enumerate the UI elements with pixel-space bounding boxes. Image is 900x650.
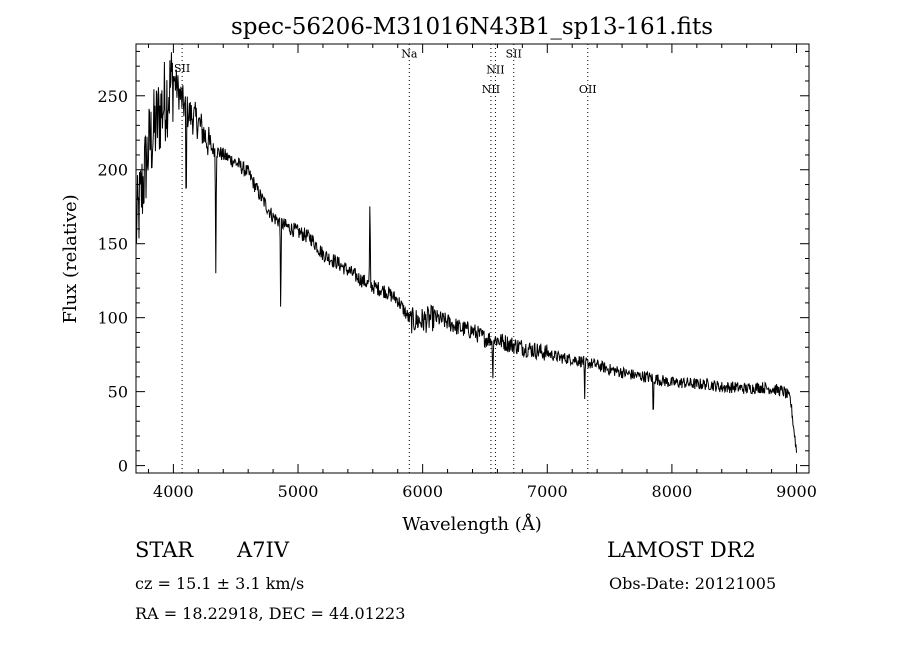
observation-date: Obs-Date: 20121005 <box>609 574 777 593</box>
spectral-line-markers: SII Na NII NII OII SII <box>174 44 597 473</box>
spectral-line-label: SII <box>174 62 190 75</box>
y-tick-label: 0 <box>118 457 128 476</box>
object-subclass: A7IV <box>237 538 289 562</box>
y-tick-label: 200 <box>97 161 128 180</box>
survey-name: LAMOST DR2 <box>607 538 756 562</box>
x-tick-label: 5000 <box>278 482 319 501</box>
spectral-line-label: NII <box>482 83 500 96</box>
spectral-line-label: NII <box>486 64 504 77</box>
y-tick-label: 50 <box>108 383 128 402</box>
spectral-line-label: Na <box>401 47 418 60</box>
spectrum-line <box>135 52 797 453</box>
y-tick-label: 150 <box>97 235 128 254</box>
object-class: STAR <box>135 538 194 562</box>
spectral-line-label: SII <box>506 47 522 60</box>
spectral-line-label: OII <box>579 83 597 96</box>
y-tick-label: 250 <box>97 87 128 106</box>
x-tick-label: 6000 <box>402 482 443 501</box>
y-tick-label: 100 <box>97 309 128 328</box>
x-tick-label: 7000 <box>527 482 568 501</box>
y-axis-label: Flux (relative) <box>60 194 81 323</box>
redshift-velocity: cz = 15.1 ± 3.1 km/s <box>135 574 305 593</box>
axis-ticks: 4000 5000 6000 7000 8000 9000 0 50 100 150 200 250 <box>97 44 817 501</box>
x-tick-label: 9000 <box>776 482 817 501</box>
x-tick-label: 8000 <box>652 482 693 501</box>
x-tick-label: 4000 <box>153 482 194 501</box>
ra-dec-coordinates: RA = 18.22918, DEC = 44.01223 <box>135 604 406 623</box>
chart-title: spec-56206-M31016N43B1_sp13-161.fits <box>231 14 713 40</box>
x-axis-label: Wavelength (Å) <box>402 513 542 535</box>
plot-frame <box>135 43 810 474</box>
